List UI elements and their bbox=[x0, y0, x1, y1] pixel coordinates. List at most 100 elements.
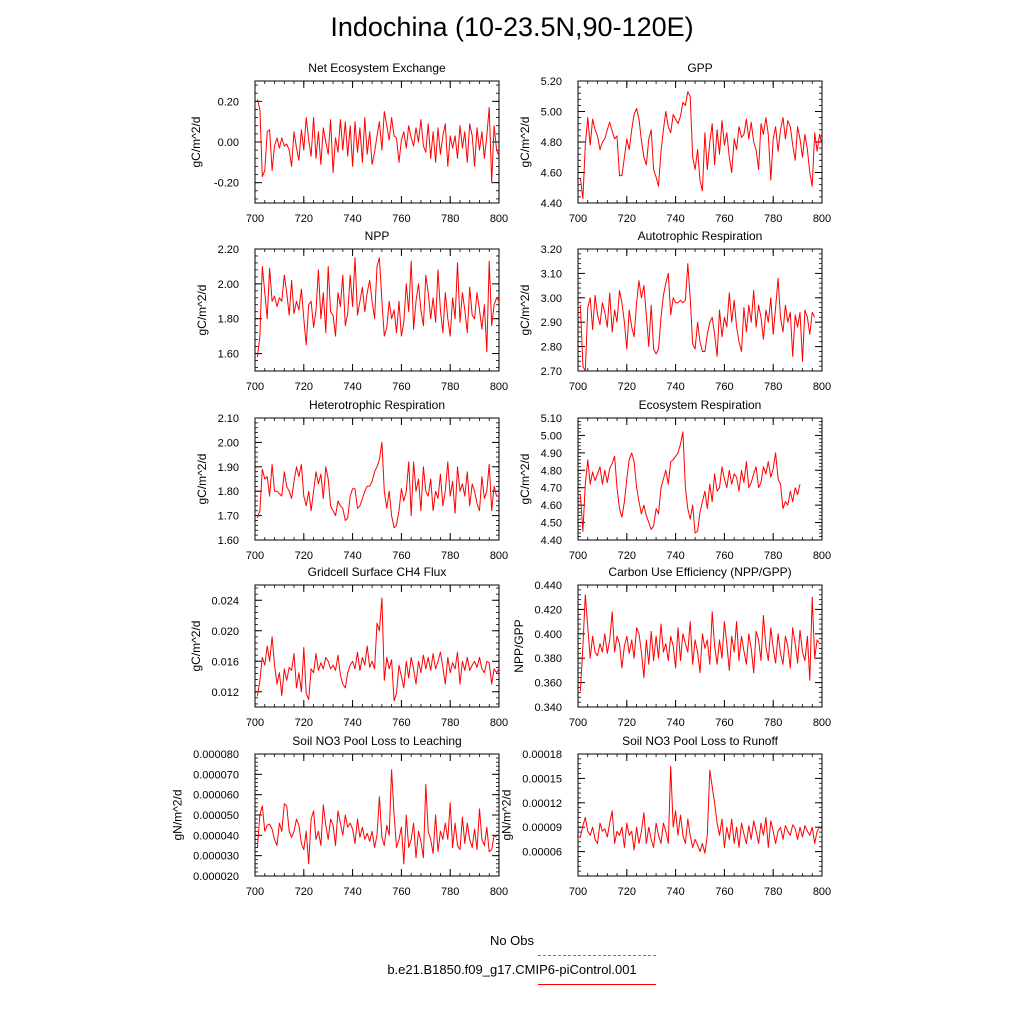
y-tick-label: 4.60 bbox=[541, 168, 562, 180]
x-tick-label: 780 bbox=[441, 550, 459, 562]
x-tick-label: 800 bbox=[813, 717, 831, 729]
series-line bbox=[579, 263, 816, 372]
legend-model-line bbox=[538, 984, 656, 985]
y-tick-label: 2.20 bbox=[218, 244, 239, 256]
y-tick-label: 0.000040 bbox=[193, 830, 239, 842]
x-tick-label: 780 bbox=[441, 886, 459, 898]
x-tick-label: 740 bbox=[666, 886, 684, 898]
x-tick-label: 740 bbox=[666, 550, 684, 562]
x-tick-label: 760 bbox=[715, 213, 733, 225]
y-axis-label: gC/m^2/d bbox=[189, 621, 203, 672]
y-tick-label: 0.000020 bbox=[193, 871, 239, 883]
series-line bbox=[579, 431, 801, 534]
series-line bbox=[256, 99, 500, 184]
plot-frame bbox=[254, 753, 500, 877]
panel-title: Net Ecosystem Exchange bbox=[308, 61, 446, 75]
legend-obs-label: No Obs bbox=[489, 933, 535, 948]
plot-frame bbox=[254, 248, 500, 372]
x-tick-label: 760 bbox=[715, 717, 733, 729]
y-tick-label: 1.60 bbox=[218, 349, 239, 361]
series-line bbox=[256, 769, 497, 865]
panel-10: Soil NO3 Pool Loss to Runoff 700 720 740 760… bbox=[500, 734, 832, 898]
x-tick-label: 700 bbox=[569, 550, 587, 562]
legend-model-label: b.e21.B1850.f09_g17.CMIP6-piControl.001 bbox=[387, 962, 637, 977]
page-title: Indochina (10-23.5N,90-120E) bbox=[330, 12, 694, 42]
y-tick-label: 4.90 bbox=[541, 448, 562, 460]
plot-frame bbox=[577, 80, 823, 204]
x-tick-label: 800 bbox=[490, 717, 508, 729]
x-tick-label: 740 bbox=[343, 886, 361, 898]
x-tick-label: 760 bbox=[392, 717, 410, 729]
y-tick-label: 5.00 bbox=[541, 107, 562, 119]
y-tick-label: 1.80 bbox=[218, 314, 239, 326]
y-tick-label: 0.016 bbox=[211, 656, 239, 668]
x-tick-label: 780 bbox=[764, 717, 782, 729]
y-axis-label: NPP/GPP bbox=[512, 619, 526, 672]
x-tick-label: 800 bbox=[490, 550, 508, 562]
x-tick-label: 740 bbox=[666, 717, 684, 729]
panel-1: Net Ecosystem Exchange 700 720 740 760 780 800… bbox=[189, 61, 508, 225]
x-tick-label: 780 bbox=[764, 886, 782, 898]
y-tick-label: 4.60 bbox=[541, 500, 562, 512]
y-tick-label: 0.000060 bbox=[193, 790, 239, 802]
y-axis-label: gC/m^2/d bbox=[195, 454, 209, 505]
x-tick-label: 800 bbox=[813, 886, 831, 898]
y-tick-label: 0.00018 bbox=[522, 749, 562, 761]
panel-title: Soil NO3 Pool Loss to Leaching bbox=[292, 734, 461, 748]
plot-frame bbox=[577, 753, 823, 877]
y-tick-label: 2.10 bbox=[218, 413, 239, 425]
panel-title: Autotrophic Respiration bbox=[638, 229, 763, 243]
y-axis-label: gC/m^2/d bbox=[195, 285, 209, 336]
panel-9: Soil NO3 Pool Loss to Leaching 700 720 740 7… bbox=[170, 734, 508, 898]
y-tick-label: 1.60 bbox=[218, 535, 239, 547]
x-tick-label: 720 bbox=[295, 381, 313, 393]
plot-frame bbox=[254, 584, 500, 708]
x-tick-label: 780 bbox=[441, 213, 459, 225]
x-tick-label: 700 bbox=[569, 213, 587, 225]
x-tick-label: 780 bbox=[441, 381, 459, 393]
x-tick-label: 720 bbox=[295, 550, 313, 562]
y-axis-label: gC/m^2/d bbox=[518, 285, 532, 336]
x-tick-label: 800 bbox=[490, 381, 508, 393]
x-tick-label: 720 bbox=[618, 381, 636, 393]
x-tick-label: 800 bbox=[813, 550, 831, 562]
panel-title: Heterotrophic Respiration bbox=[309, 398, 445, 412]
y-tick-label: 4.80 bbox=[541, 465, 562, 477]
y-tick-label: 0.00015 bbox=[522, 773, 562, 785]
x-tick-label: 720 bbox=[618, 550, 636, 562]
x-tick-label: 800 bbox=[813, 381, 831, 393]
y-tick-label: 3.20 bbox=[541, 244, 562, 256]
y-tick-label: 0.000050 bbox=[193, 810, 239, 822]
x-tick-label: 760 bbox=[715, 550, 733, 562]
panel-2: GPP 700 720 740 760 780 800 4.40 4.60 4.80 5.00 5.2… bbox=[518, 61, 831, 225]
x-tick-label: 700 bbox=[569, 717, 587, 729]
x-tick-label: 760 bbox=[392, 213, 410, 225]
y-tick-label: 4.40 bbox=[541, 535, 562, 547]
panel-title: NPP bbox=[365, 229, 390, 243]
panel-title: Ecosystem Respiration bbox=[639, 398, 762, 412]
x-tick-label: 740 bbox=[343, 550, 361, 562]
panel-8: Carbon Use Efficiency (NPP/GPP) 700 720 740… bbox=[512, 565, 831, 729]
y-tick-label: 0.00006 bbox=[522, 847, 562, 859]
panel-5: Heterotrophic Respiration 700 720 740 760 780… bbox=[195, 398, 508, 562]
y-axis-label: gN/m^2/d bbox=[170, 790, 184, 841]
y-tick-label: 5.20 bbox=[541, 76, 562, 88]
x-tick-label: 760 bbox=[715, 381, 733, 393]
y-tick-label: 5.10 bbox=[541, 413, 562, 425]
x-tick-label: 700 bbox=[246, 717, 264, 729]
plot-frame bbox=[577, 248, 823, 372]
x-tick-label: 700 bbox=[246, 213, 264, 225]
x-tick-label: 720 bbox=[295, 717, 313, 729]
plot-frame bbox=[577, 584, 823, 708]
y-tick-label: 4.80 bbox=[541, 137, 562, 149]
y-tick-label: 0.000070 bbox=[193, 769, 239, 781]
y-tick-label: 0.020 bbox=[211, 626, 239, 638]
x-tick-label: 780 bbox=[441, 717, 459, 729]
panel-title: GPP bbox=[687, 61, 712, 75]
y-tick-label: 0.012 bbox=[211, 687, 239, 699]
y-tick-label: 1.70 bbox=[218, 511, 239, 523]
x-tick-label: 700 bbox=[246, 381, 264, 393]
x-tick-label: 700 bbox=[246, 886, 264, 898]
x-tick-label: 760 bbox=[392, 550, 410, 562]
